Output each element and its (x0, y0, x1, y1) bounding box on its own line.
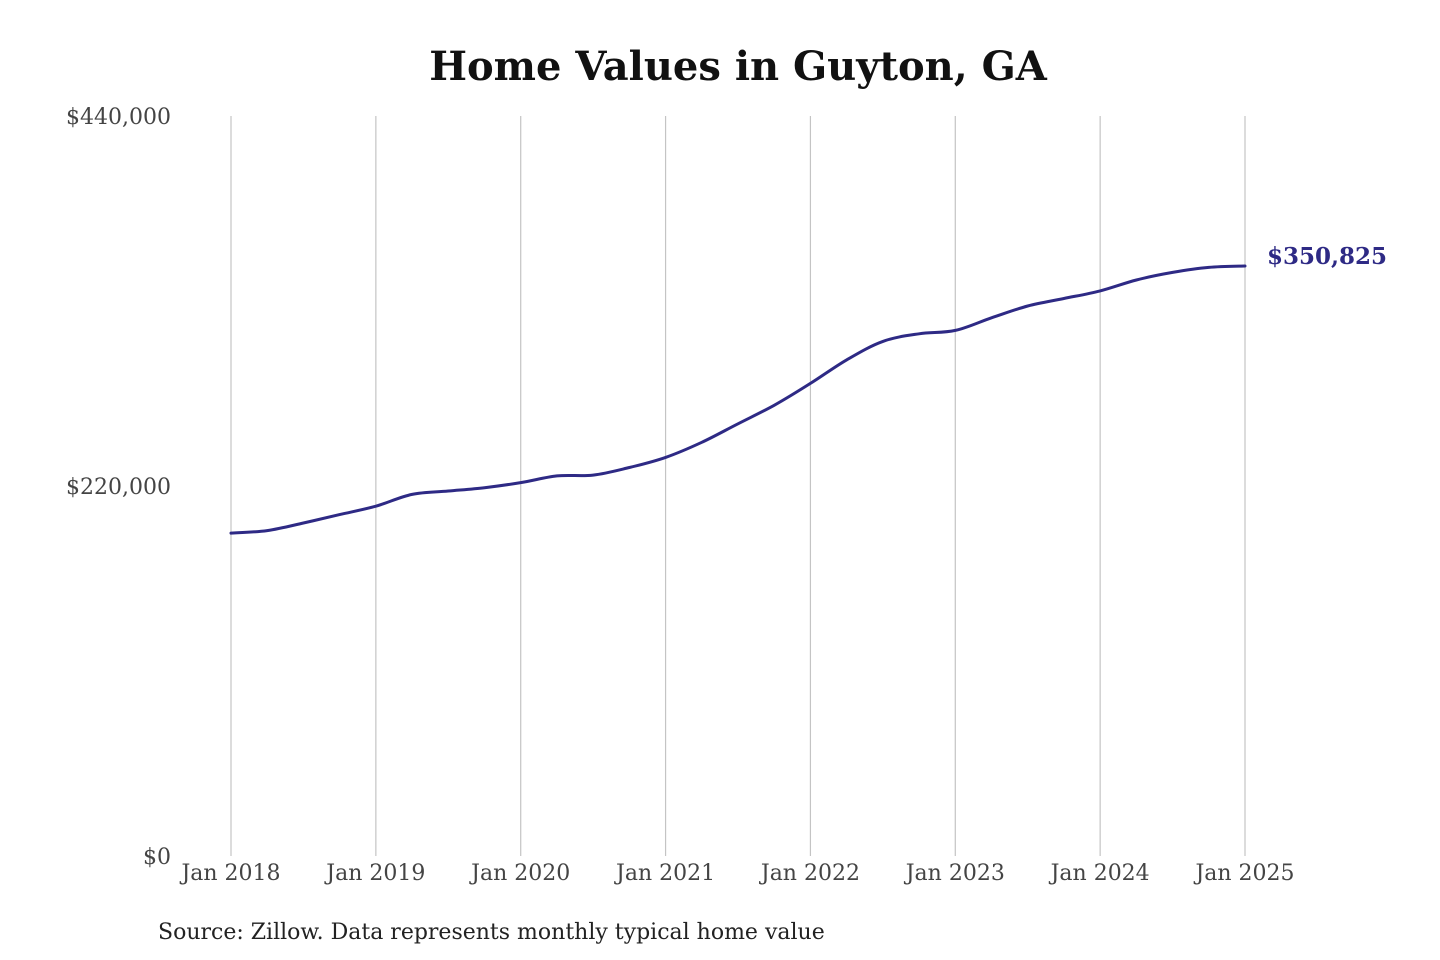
latest-value-label: $350,825 (1267, 243, 1387, 270)
x-tick-label: Jan 2018 (179, 861, 280, 886)
home-value-line (229, 264, 1247, 535)
x-tick-label: Jan 2022 (759, 861, 860, 886)
y-tick-label: $440,000 (66, 105, 171, 130)
x-tick-label: Jan 2020 (469, 861, 570, 886)
y-axis-tick-labels: $0 $220,000 $440,000 (66, 105, 171, 870)
y-tick-label: $0 (143, 845, 171, 870)
x-tick-label: Jan 2021 (614, 861, 715, 886)
x-tick-label: Jan 2025 (1193, 861, 1294, 886)
x-axis-tick-labels: Jan 2018 Jan 2019 Jan 2020 Jan 2021 Jan 2022… (179, 861, 1294, 886)
vertical-gridlines (230, 116, 1246, 856)
x-tick-label: Jan 2019 (324, 861, 425, 886)
y-tick-label: $220,000 (66, 475, 171, 500)
x-tick-label: Jan 2024 (1049, 861, 1150, 886)
chart-title: Home Values in Guyton, GA (429, 43, 1048, 90)
x-tick-label: Jan 2023 (904, 861, 1005, 886)
source-note: Source: Zillow. Data represents monthly … (158, 920, 825, 945)
